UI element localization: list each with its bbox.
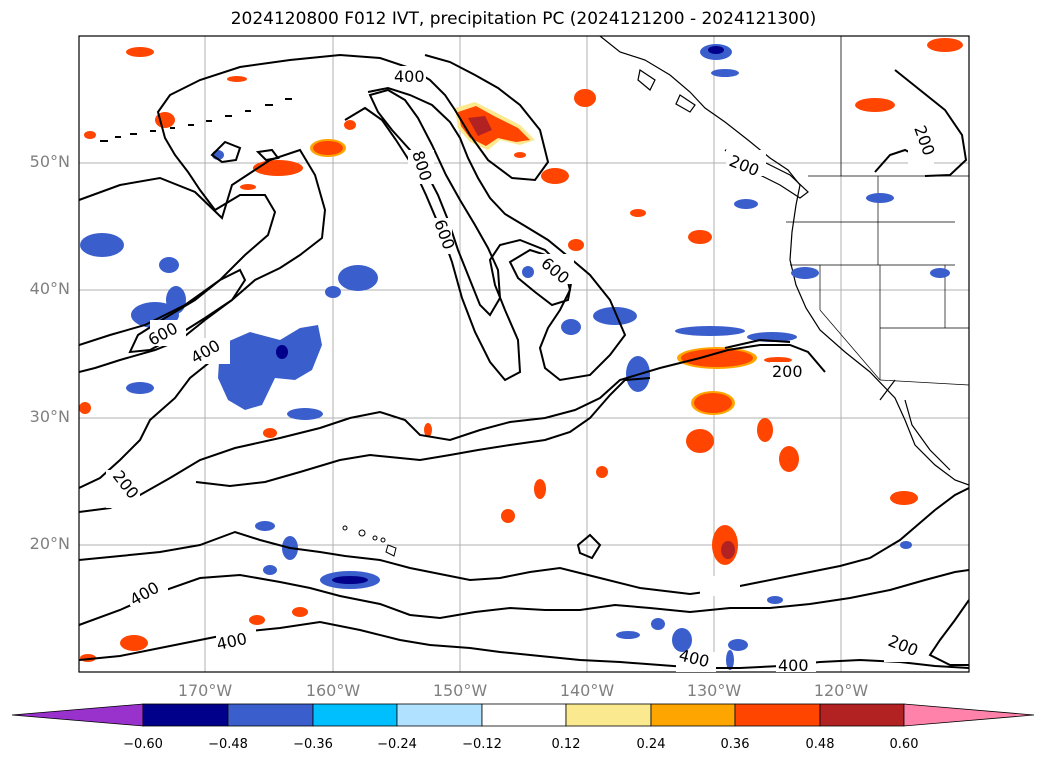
colorbar-tick-label: 0.12 [551,737,581,752]
colorbar-tick-label: −0.60 [123,737,163,752]
lon-label: 170°W [177,681,233,700]
state-borders [786,36,969,386]
colorbar-extend-high [903,703,1035,727]
colorbar-tick-label: 0.60 [889,737,919,752]
colorbar-extend-low [11,703,144,727]
precipitation-pc-shading [79,38,963,670]
lon-label: 150°W [432,681,488,700]
figure-title: 2024120800 F012 IVT, precipitation PC (2… [230,9,817,29]
lon-label: 140°W [559,681,615,700]
aleutian-islands [100,98,292,142]
contour-label: 400 [394,67,425,86]
lat-label: 40°N [29,279,70,298]
lat-label: 20°N [29,534,70,553]
colorbar-tick-label: −0.48 [208,737,248,752]
colorbar [11,703,1035,727]
colorbar-tick-label: −0.36 [293,737,333,752]
ivt-contour-labels: 400 800 600 600 600 400 200 200 200 200 … [106,66,939,675]
lon-label: 130°W [686,681,742,700]
colorbar-tick-label: −0.24 [377,737,417,752]
contour-label: 400 [778,656,809,675]
lon-label: 160°W [305,681,361,700]
colorbar-tick-label: 0.48 [805,737,835,752]
colorbar-tick-label: 0.24 [636,737,666,752]
contour-label: 200 [772,362,803,381]
lat-label: 30°N [29,407,70,426]
lat-label: 50°N [29,152,70,171]
colorbar-tick-label: −0.12 [462,737,502,752]
map-frame [78,35,970,673]
lon-label: 120°W [813,681,869,700]
hawaiian-islands [342,525,397,557]
colorbar-tick-label: 0.36 [720,737,750,752]
